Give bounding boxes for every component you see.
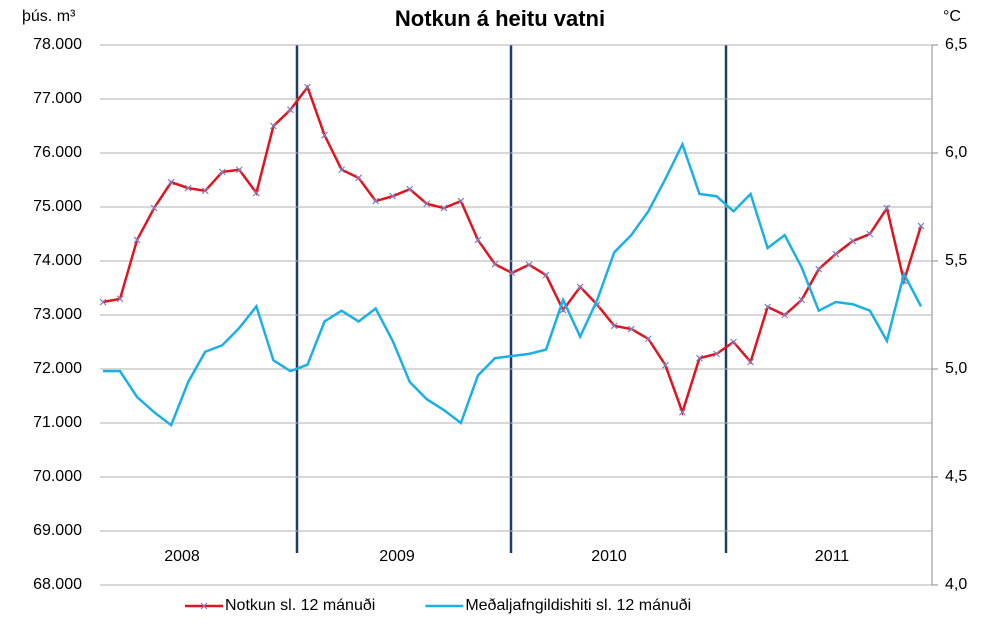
year-label: 2011: [815, 548, 850, 565]
marker: [610, 322, 618, 330]
y-tick-label: 76.000: [33, 144, 82, 161]
y-tick-label: 78.000: [33, 36, 82, 53]
legend-label: Notkun sl. 12 mánuði: [225, 597, 375, 614]
marker: [406, 185, 414, 193]
y-tick-label: 77.000: [33, 90, 82, 107]
marker: [150, 204, 158, 212]
marker: [661, 361, 669, 369]
marker: [832, 250, 840, 258]
y2-tick-label: 6,5: [945, 36, 967, 53]
marker: [235, 166, 243, 174]
marker: [474, 236, 482, 244]
marker: [730, 338, 737, 346]
marker: [917, 222, 925, 230]
marker: [491, 260, 499, 268]
y-tick-label: 71.000: [33, 414, 82, 431]
y2-tick-label: 5,5: [945, 252, 967, 269]
marker: [287, 106, 294, 114]
year-label: 2008: [164, 548, 200, 565]
marker: [133, 236, 141, 244]
marker: [457, 197, 465, 205]
year-label: 2009: [379, 548, 415, 565]
marker: [576, 283, 584, 291]
y-tick-label: 73.000: [33, 306, 82, 323]
marker: [849, 237, 857, 245]
marker: [338, 166, 346, 174]
y-tick-label: 69.000: [33, 522, 82, 539]
chart-title: Notkun á heitu vatni: [395, 6, 605, 31]
y-tick-label: 68.000: [33, 576, 82, 593]
marker: [781, 311, 789, 319]
marker: [304, 83, 311, 91]
marker: [99, 298, 107, 306]
y2-tick-label: 6,0: [945, 144, 967, 161]
marker: [508, 269, 516, 277]
marker: [389, 192, 397, 200]
marker: [372, 197, 380, 205]
marker: [116, 295, 124, 303]
marker: [713, 350, 720, 358]
marker: [644, 335, 652, 343]
y2-tick-label: 4,5: [945, 468, 967, 485]
marker: [201, 187, 209, 195]
marker: [218, 168, 226, 176]
legend-label: Meðaljafngildishiti sl. 12 mánuði: [465, 597, 691, 614]
y-tick-label: 74.000: [33, 252, 82, 269]
y-tick-label: 72.000: [33, 360, 82, 377]
y2-tick-label: 5,0: [945, 360, 967, 377]
marker: [355, 174, 363, 182]
legend-marker: [200, 602, 208, 610]
marker: [440, 204, 448, 212]
year-label: 2010: [591, 548, 627, 565]
y-tick-label: 75.000: [33, 198, 82, 215]
marker: [678, 408, 686, 416]
marker: [883, 204, 891, 212]
marker: [627, 325, 635, 333]
series-line: [103, 141, 923, 428]
marker: [167, 178, 175, 186]
marker: [542, 271, 550, 279]
marker: [866, 230, 874, 238]
marker: [184, 184, 192, 192]
marker: [747, 358, 755, 366]
y2-tick-label: 4,0: [945, 576, 967, 593]
marker: [525, 261, 533, 269]
y-tick-label: 70.000: [33, 468, 82, 485]
marker: [321, 131, 328, 139]
marker: [798, 296, 806, 304]
marker: [696, 354, 703, 362]
marker: [815, 265, 823, 273]
y-axis-label: þús. m³: [22, 8, 76, 25]
marker: [764, 303, 772, 311]
marker: [252, 189, 260, 197]
marker: [269, 122, 277, 130]
y2-axis-label: °C: [943, 8, 961, 25]
marker: [423, 200, 431, 208]
